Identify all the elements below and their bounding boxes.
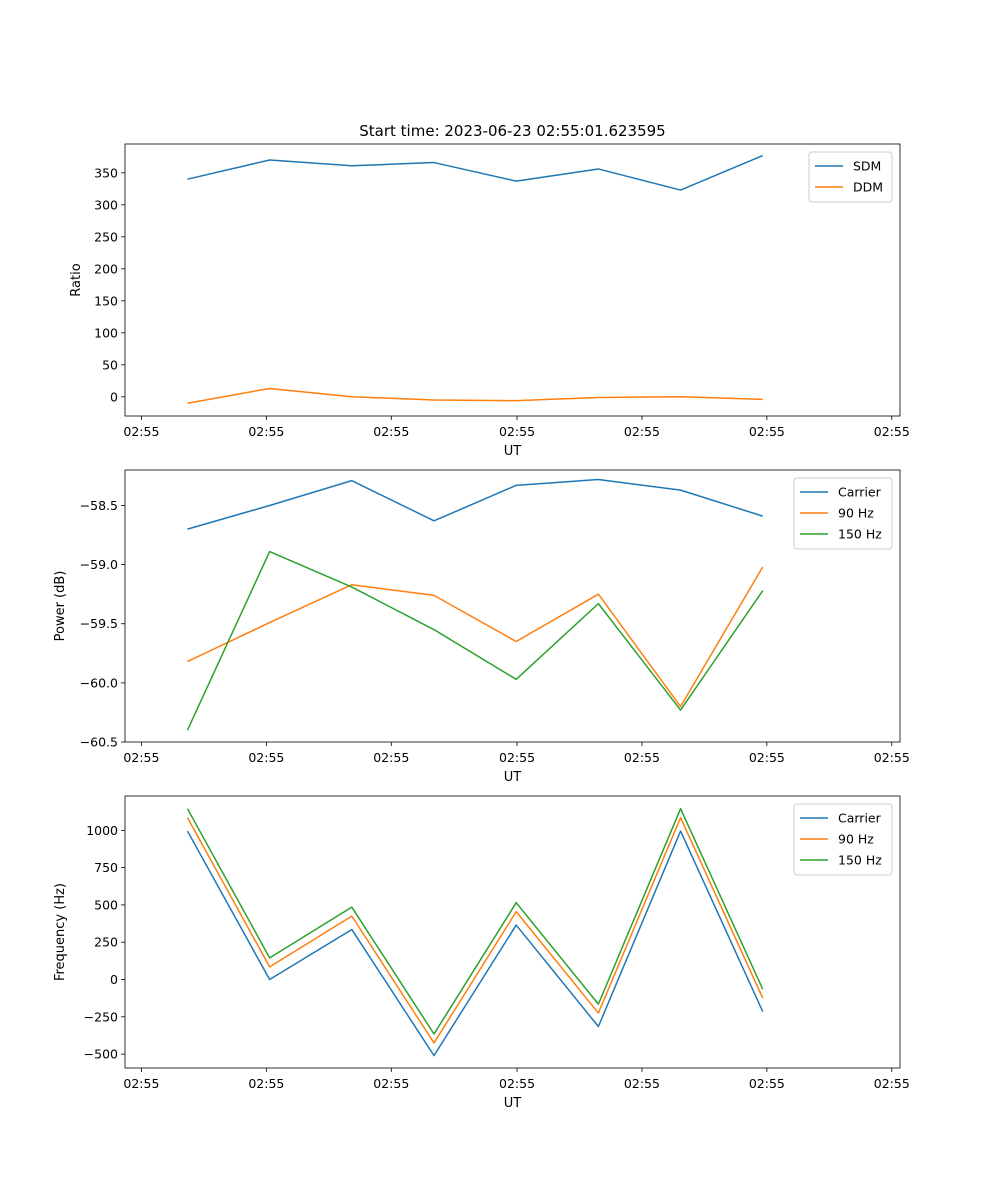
- y-tick-label: 100: [94, 325, 118, 340]
- series-line-150-hz: [186, 807, 764, 1035]
- y-tick-label: −500: [84, 1047, 118, 1062]
- x-tick-label: 02:55: [499, 1076, 535, 1091]
- x-axis-label: UT: [504, 1096, 522, 1111]
- chart-panel-1: 02:55 02:55 02:55 02:55 02:55 02:55 02:55 0 50 10…: [69, 122, 910, 459]
- legend-box: [793, 477, 893, 550]
- legend-label: SDM: [853, 159, 881, 174]
- y-tick-label: 750: [94, 860, 118, 875]
- y-tick-label: −59.5: [80, 616, 118, 631]
- y-tick-label: 250: [94, 935, 118, 950]
- x-tick-label: 02:55: [373, 750, 409, 765]
- x-tick-label: 02:55: [123, 424, 159, 439]
- x-tick-label: 02:55: [624, 1076, 660, 1091]
- x-tick-label: 02:55: [624, 750, 660, 765]
- x-tick-label: 02:55: [248, 750, 284, 765]
- x-tick-label: 02:55: [749, 750, 785, 765]
- legend-label: 150 Hz: [838, 527, 882, 542]
- legend-label: 90 Hz: [838, 832, 874, 847]
- x-tick-label: 02:55: [123, 750, 159, 765]
- legend-box: [793, 803, 893, 876]
- series-line-carrier: [186, 830, 764, 1057]
- legend: Carrier 90 Hz 150 Hz: [793, 477, 893, 550]
- series-line-ddm: [187, 387, 763, 404]
- y-tick-label: −60.5: [80, 735, 118, 750]
- x-tick-label: 02:55: [373, 1076, 409, 1091]
- chart-title: Start time: 2023-06-23 02:55:01.623595: [359, 122, 665, 140]
- y-tick-label: −250: [84, 1009, 118, 1024]
- y-tick-label: 0: [110, 389, 118, 404]
- axes-frame: [124, 143, 901, 417]
- y-axis-label: Ratio: [69, 263, 84, 296]
- legend: SDM DDM: [808, 151, 893, 203]
- legend-label: 150 Hz: [838, 853, 882, 868]
- axes-frame: [124, 795, 901, 1069]
- legend-label: Carrier: [838, 485, 882, 500]
- legend-label: 90 Hz: [838, 506, 874, 521]
- y-tick-label: 200: [94, 261, 118, 276]
- y-tick-label: 300: [94, 197, 118, 212]
- x-tick-label: 02:55: [248, 1076, 284, 1091]
- legend-label: Carrier: [838, 811, 882, 826]
- x-tick-label: 02:55: [624, 424, 660, 439]
- chart-panel-2: 02:55 02:55 02:55 02:55 02:55 02:55 02:55 −60.5…: [53, 469, 910, 785]
- y-tick-label: −60.0: [80, 675, 118, 690]
- y-tick-label: −59.0: [80, 557, 118, 572]
- y-tick-label: 500: [94, 897, 118, 912]
- y-tick-label: 350: [94, 165, 118, 180]
- legend-box: [808, 151, 893, 203]
- legend: Carrier 90 Hz 150 Hz: [793, 803, 893, 876]
- series-line-90-hz: [187, 566, 764, 708]
- x-tick-label: 02:55: [499, 424, 535, 439]
- x-tick-label: 02:55: [248, 424, 284, 439]
- x-tick-label: 02:55: [123, 1076, 159, 1091]
- y-tick-label: 1000: [86, 823, 118, 838]
- y-tick-label: 150: [94, 293, 118, 308]
- series-line-carrier: [187, 478, 763, 530]
- x-tick-label: 02:55: [749, 424, 785, 439]
- series-line-150-hz: [186, 550, 764, 731]
- y-tick-label: 50: [102, 357, 118, 372]
- x-tick-label: 02:55: [874, 424, 910, 439]
- axes-frame: [124, 469, 901, 743]
- x-tick-label: 02:55: [749, 1076, 785, 1091]
- legend-label: DDM: [853, 180, 883, 195]
- y-axis-label: Power (dB): [53, 571, 68, 642]
- x-axis-label: UT: [504, 444, 522, 459]
- y-tick-label: −58.5: [80, 498, 118, 513]
- chart-panel-3: 02:55 02:55 02:55 02:55 02:55 02:55 02:55 −500 −…: [53, 795, 910, 1111]
- x-tick-label: 02:55: [874, 1076, 910, 1091]
- y-axis-label: Frequency (Hz): [53, 883, 68, 981]
- y-tick-label: 0: [110, 972, 118, 987]
- x-tick-label: 02:55: [874, 750, 910, 765]
- x-tick-label: 02:55: [373, 424, 409, 439]
- series-line-sdm: [187, 154, 764, 191]
- x-tick-label: 02:55: [499, 750, 535, 765]
- x-axis-label: UT: [504, 770, 522, 785]
- series-line-90-hz: [186, 816, 764, 1044]
- y-tick-label: 250: [94, 229, 118, 244]
